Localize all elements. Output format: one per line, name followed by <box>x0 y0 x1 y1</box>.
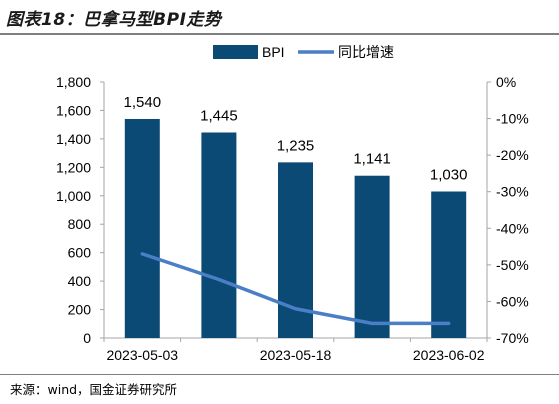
bar-data-label: 1,235 <box>277 137 315 154</box>
x-tick-label: 2023-06-02 <box>413 347 485 363</box>
bar <box>354 175 390 338</box>
y-right-tick-label: -40% <box>496 220 529 236</box>
y-left-tick-label: 1,400 <box>56 131 91 147</box>
chart: BPI 同比增速 0 200 400 600 800 1,000 1,200 1,400 1,60… <box>56 44 529 363</box>
figure-title: 图表18：巴拿马型BPI走势 <box>6 10 222 30</box>
x-tick-label: 2023-05-03 <box>106 347 178 363</box>
y-left-tick-label: 1,000 <box>56 188 91 204</box>
bar-data-label: 1,030 <box>430 167 468 184</box>
y-right-tick-label: -20% <box>496 147 529 163</box>
y-right-tick-label: -70% <box>496 330 529 346</box>
y-right-tick-label: -60% <box>496 293 529 309</box>
source-rule <box>0 374 559 375</box>
y-right-tick-label: -10% <box>496 111 529 127</box>
y-right-tick-label: -30% <box>496 184 529 200</box>
line-series <box>140 252 451 326</box>
bar-data-labels: 1,540 1,445 1,235 1,141 1,030 <box>124 94 468 184</box>
legend-swatch-bar <box>213 45 258 59</box>
legend-label-line: 同比增速 <box>338 44 394 60</box>
y-left-tick-label: 600 <box>68 245 92 261</box>
line-path <box>140 252 451 326</box>
x-axis: 2023-05-03 2023-05-18 2023-06-02 <box>103 337 488 363</box>
y-left-tick-label: 200 <box>68 302 92 318</box>
x-tick-label: 2023-05-18 <box>260 347 332 363</box>
y-left-tick-label: 0 <box>83 330 91 346</box>
bar <box>201 132 237 338</box>
y-left-tick-label: 400 <box>68 273 92 289</box>
y-left-tick-label: 1,600 <box>56 102 91 118</box>
source-note: 来源：wind，国金证券研究所 <box>10 382 178 397</box>
legend: BPI 同比增速 <box>213 44 394 60</box>
y-left-tick-label: 1,200 <box>56 159 91 175</box>
bar <box>124 118 160 338</box>
y-axis-right: 0% -10% -20% -30% -40% -50% -60% -70% <box>486 74 529 346</box>
y-left-tick-label: 1,800 <box>56 74 91 90</box>
legend-label-bar: BPI <box>262 44 285 60</box>
bar-series <box>124 118 467 338</box>
y-axis-left: 0 200 400 600 800 1,000 1,200 1,400 1,600 1,800 <box>56 74 105 346</box>
bar-data-label: 1,141 <box>353 151 391 168</box>
bar-data-label: 1,445 <box>200 107 238 124</box>
y-left-tick-label: 800 <box>68 216 92 232</box>
y-right-tick-label: -50% <box>496 257 529 273</box>
title-rule <box>0 33 559 35</box>
bar <box>431 191 467 338</box>
bar-data-label: 1,540 <box>124 94 162 111</box>
y-right-tick-label: 0% <box>496 74 516 90</box>
